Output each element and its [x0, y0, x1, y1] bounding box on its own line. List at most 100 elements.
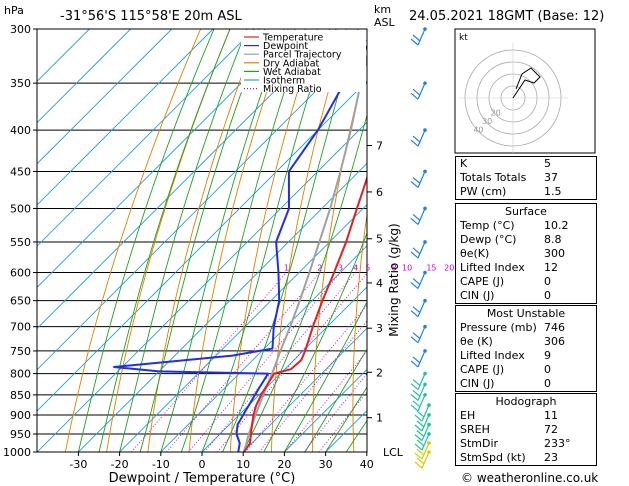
y-tick-label: 700 — [10, 321, 31, 334]
mixing-ratio-line — [204, 272, 357, 452]
mixing-ratio-line — [244, 304, 367, 452]
location-title: -31°56'S 115°58'E 20m ASL — [60, 9, 242, 24]
isotherm-line — [37, 80, 367, 412]
hodograph-ring-label: 30 — [482, 117, 492, 126]
table-row: θe(K) 300 — [456, 247, 596, 261]
most-unstable-title: Most Unstable — [486, 307, 566, 320]
parcel-trajectory-curve — [243, 52, 367, 452]
lcl-label: LCL — [383, 446, 404, 459]
wind-barb — [414, 422, 431, 442]
y-tick-label: 850 — [10, 389, 31, 402]
table-row: Pressure (mb) 746 — [456, 321, 596, 335]
row-value: 72 — [544, 423, 558, 436]
km-tick-label: 4 — [376, 277, 383, 290]
wet-adiabat-line — [119, 29, 248, 452]
wet-adiabat-line — [201, 29, 331, 452]
mixing-ratio-label: 1 — [284, 264, 289, 273]
isotherm-line — [37, 29, 214, 206]
isotherm-line — [37, 39, 367, 371]
wind-barb — [414, 403, 431, 422]
x-tick-label: -20 — [111, 458, 129, 471]
table-row: StmDir 233° — [456, 437, 596, 451]
x-tick-label: 30 — [319, 458, 333, 471]
row-label: Lifted Index — [460, 261, 525, 274]
table-row: CIN (J) 0 — [456, 289, 596, 303]
mixing-ratio-label: 4 — [353, 264, 358, 273]
x-tick-label: -30 — [69, 458, 87, 471]
legend-entry: Temperature — [262, 33, 323, 44]
wind-barb — [410, 169, 427, 188]
legend-entry: Isotherm — [263, 76, 305, 87]
isotherm-line — [78, 162, 367, 452]
hodograph-ring-label: 40 — [473, 126, 483, 135]
row-label: StmSpd (kt) — [460, 451, 526, 464]
wind-barb — [410, 240, 427, 259]
row-label: θe(K) — [460, 247, 490, 260]
row-label: StmDir — [460, 437, 499, 450]
wind-barb — [410, 382, 427, 401]
mixing-ratio-label: 20 — [444, 264, 454, 273]
table-row: Lifted Index 9 — [456, 349, 596, 363]
legend-box — [241, 30, 366, 92]
y-tick-label: 350 — [10, 77, 31, 90]
dry-adiabat-line — [229, 29, 318, 452]
isotherm-line — [37, 29, 296, 289]
row-label: Temp (°C) — [460, 219, 515, 232]
wind-barb — [410, 298, 427, 318]
row-value: 0 — [544, 289, 551, 302]
table-row: CAPE (J) 0 — [456, 363, 596, 377]
row-label: EH — [460, 409, 476, 422]
wet-adiabat-line — [242, 113, 367, 452]
hpa-label: hPa — [4, 4, 24, 17]
legend-entry: Dry Adiabat — [263, 58, 320, 69]
x-tick-label: -10 — [152, 458, 170, 471]
hodograph-ring-label: 20 — [491, 108, 501, 117]
km-tick-label: 3 — [376, 322, 383, 335]
y-tick-label: 950 — [10, 428, 31, 441]
table-row: CIN (J) 0 — [456, 377, 596, 391]
table-row: θe (K) 306 — [456, 335, 596, 349]
wet-adiabat-line — [263, 231, 367, 452]
dry-adiabat-line — [603, 29, 629, 452]
mixing-ratio-axis-label: Mixing Ratio (g/kg) — [387, 223, 401, 336]
y-tick-label: 1000 — [3, 446, 31, 459]
y-tick-label: 650 — [10, 295, 31, 308]
km-tick-label: 7 — [376, 140, 383, 153]
isotherm-line — [284, 368, 367, 452]
surface-title: Surface — [505, 205, 547, 218]
isotherm-line — [37, 121, 367, 452]
x-tick-label: 0 — [199, 458, 206, 471]
asl-label: ASL — [374, 16, 396, 29]
mixing-ratio-label: 5 — [365, 264, 370, 273]
wet-adiabat-line — [180, 29, 306, 452]
row-value: 37 — [544, 171, 558, 184]
row-value: 8.8 — [544, 233, 562, 246]
row-label: Dewp (°C) — [460, 233, 517, 246]
row-label: θe (K) — [460, 335, 493, 348]
x-tick-label: 10 — [236, 458, 250, 471]
km-tick-label: 1 — [376, 412, 383, 425]
table-row: Temp (°C) 10.2 — [456, 219, 596, 233]
isotherm-line — [201, 286, 367, 452]
dry-adiabat-line — [147, 29, 260, 452]
row-value: 23 — [544, 451, 558, 464]
wind-barb — [410, 81, 427, 100]
mixing-ratio-line — [284, 350, 367, 452]
isotherm-line — [37, 29, 337, 330]
row-label: K — [460, 157, 468, 170]
row-label: CAPE (J) — [460, 363, 505, 376]
y-tick-label: 300 — [10, 23, 31, 36]
row-label: PW (cm) — [460, 185, 507, 198]
y-tick-label: 550 — [10, 236, 31, 249]
y-tick-label: 900 — [10, 409, 31, 422]
hodograph-unit: kt — [459, 33, 468, 43]
wet-adiabat-line — [77, 29, 215, 452]
row-value: 0 — [544, 377, 551, 390]
wet-adiabat-line — [139, 29, 266, 452]
table-row: CAPE (J) 0 — [456, 275, 596, 289]
table-row: StmSpd (kt) 23 — [456, 451, 596, 465]
x-tick-label: 40 — [360, 458, 374, 471]
row-value: 9 — [544, 349, 551, 362]
